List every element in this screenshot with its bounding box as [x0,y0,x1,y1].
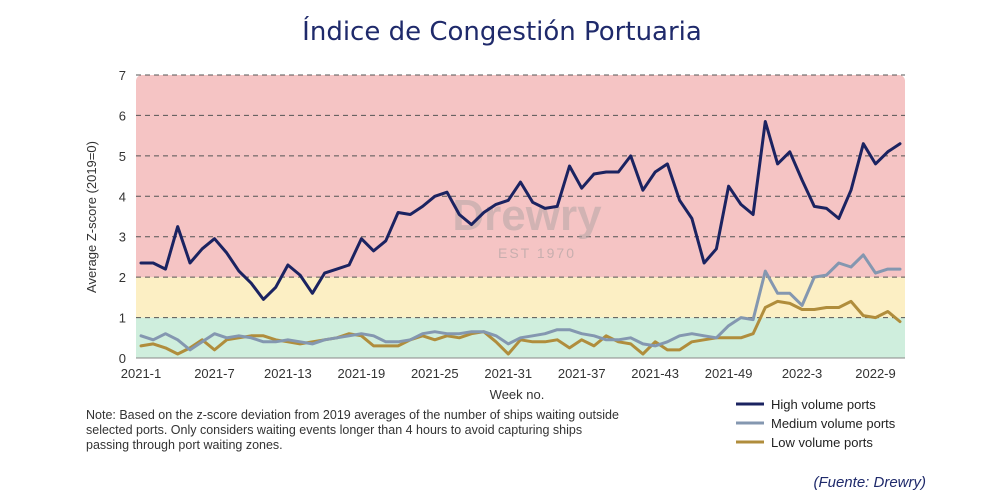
x-tick-label: 2021-37 [558,366,606,381]
series-lines [139,120,902,356]
x-tick-label: 2021-49 [705,366,753,381]
y-tick-label: 2 [119,270,126,285]
series-line-low [139,299,902,356]
legend-label: Low volume ports [771,435,873,450]
series-line-high [139,120,902,301]
footnote-line: passing through port waiting zones. [86,438,283,452]
zone-bands [136,75,905,358]
x-tick-label: 2021-19 [337,366,385,381]
series-line-medium [139,253,902,352]
chart-title: Índice de Congestión Portuaria [302,15,702,47]
legend: High volume ports Medium volume ports Low … [736,397,896,450]
x-tick-label: 2021-1 [121,366,161,381]
footnote: Note: Based on the z-score deviation fro… [86,408,619,452]
y-tick-label: 0 [119,351,126,366]
x-axis-label: Week no. [490,387,545,402]
legend-label: Medium volume ports [771,416,896,431]
axes: 0 1 2 3 4 5 6 7 2021-1 2021-7 2021-13 2021-19 2021-2… [119,68,905,381]
band-2-7 [136,75,905,278]
footnote-text: Note: Based on the z-score deviation fro… [86,408,619,452]
watermark: Drewry EST 1970 [452,191,602,261]
gridlines [136,74,905,319]
band-top-fill [136,269,905,278]
footnote-line: selected ports. Only considers waiting e… [86,423,582,437]
x-tick-label: 2021-13 [264,366,312,381]
x-tick-label: 2021-25 [411,366,459,381]
y-tick-label: 1 [119,311,126,326]
y-tick-label: 4 [119,189,126,204]
source-caption: (Fuente: Drewry) [813,474,926,491]
x-tick-label: 2021-43 [631,366,679,381]
legend-label: High volume ports [771,397,876,412]
y-tick-label: 7 [119,68,126,83]
x-tick-label: 2021-7 [194,366,234,381]
y-tick-label: 6 [119,108,126,123]
y-axis-label: Average Z-score (2019=0) [84,141,99,293]
x-tick-label: 2022-9 [855,366,895,381]
footnote-line: Note: Based on the z-score deviation fro… [86,408,619,422]
x-tick-label: 2021-31 [484,366,532,381]
watermark-brand: Drewry [452,191,602,240]
watermark-sub: EST 1970 [498,245,576,261]
x-tick-label: 2022-3 [782,366,822,381]
y-tick-label: 5 [119,149,126,164]
y-tick-label: 3 [119,230,126,245]
